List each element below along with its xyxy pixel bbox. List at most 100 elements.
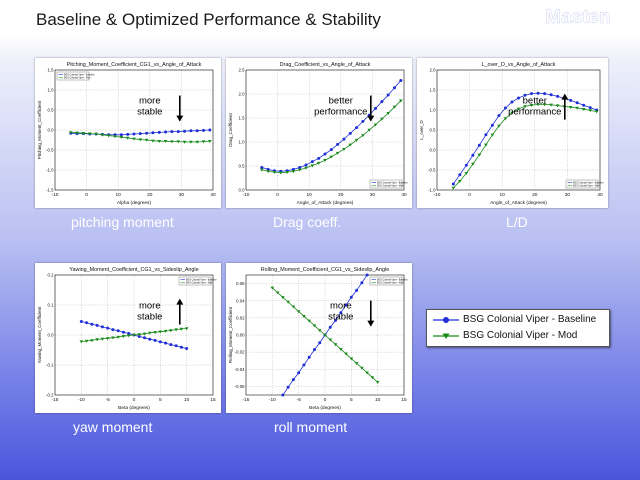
baseline-data-point: [355, 288, 359, 292]
baseline-data-point: [100, 325, 104, 329]
baseline-data-point: [185, 347, 189, 350]
baseline-data-point: [148, 337, 152, 341]
baseline-data-point: [336, 142, 340, 146]
baseline-data-point: [575, 101, 579, 105]
baseline-data-point: [297, 371, 301, 375]
mod-data-point: [90, 339, 94, 343]
baseline-data-point: [365, 273, 369, 277]
x-tick-label: -5: [106, 397, 111, 403]
mod-data-point: [184, 327, 189, 331]
annotation-text: performance: [314, 107, 367, 118]
arrow-up-icon: [561, 93, 569, 100]
ld-chart: L_over_D_vs_Angle_of_Attack -10 0 10 20 30 40 -…: [419, 62, 604, 206]
y-tick-label: -1.0: [428, 188, 436, 193]
baseline-data-point: [349, 295, 353, 299]
mod-data-point: [163, 329, 168, 333]
baseline-data-point: [302, 363, 306, 367]
baseline-data-point: [374, 106, 378, 110]
mod-data-point: [304, 166, 308, 170]
plot-frame: [245, 274, 405, 396]
y-tick-label: 0.0: [48, 333, 55, 338]
y-tick-label: -0.04: [235, 367, 245, 372]
series-legend: BSG Colonial Viper - Baseline BSG Coloni…: [426, 309, 610, 347]
y-axis-label: Pitching_Moment_Coefficient: [37, 100, 42, 159]
logo-subtitle: SPACE SYSTEMS: [551, 28, 606, 34]
x-tick-label: 15: [401, 397, 407, 403]
caption-roll-moment: roll moment: [274, 419, 348, 435]
x-tick-label: -10: [269, 397, 276, 403]
mod-data-point: [323, 333, 327, 337]
y-tick-label: 2.0: [430, 68, 437, 73]
mod-data-point: [536, 103, 540, 107]
y-tick-label: 0.00: [236, 333, 245, 338]
mod-data-point: [260, 168, 264, 172]
x-axis-label: Alpha (degrees): [117, 200, 152, 206]
annotation-text: performance: [508, 107, 561, 118]
baseline-data-point: [106, 326, 110, 330]
mod-data-point: [144, 138, 149, 142]
slide-title: Baseline & Optimized Performance & Stabi…: [36, 10, 381, 29]
mod-data-point: [339, 347, 343, 351]
y-tick-label: 1.0: [48, 88, 55, 93]
y-tick-label: 0.04: [236, 298, 245, 303]
baseline-data-point: [291, 378, 295, 382]
y-axis-label: L_over_D: [419, 119, 424, 139]
baseline-data-point: [380, 100, 384, 104]
mod-data-point: [266, 170, 270, 174]
y-tick-label: 1.0: [430, 108, 437, 113]
y-axis-label: Drag_Coefficient: [228, 113, 233, 147]
x-tick-label: 5: [350, 397, 353, 403]
mod-data-point: [380, 117, 384, 121]
plot-frame: [54, 274, 214, 396]
baseline-data-point: [127, 332, 131, 335]
baseline-data-point: [497, 114, 501, 118]
x-tick-label: 40: [401, 192, 407, 198]
baseline-data-point: [471, 153, 475, 157]
mod-data-point: [121, 335, 126, 338]
y-tick-label: -1.0: [46, 168, 54, 173]
mod-data-point: [69, 131, 73, 135]
mod-data-point: [329, 155, 334, 159]
mini-legend-label: BSG Colonial Viper - Mod: [377, 185, 404, 188]
x-axis-label: Beta (degrees): [118, 405, 150, 411]
baseline-data-point: [281, 393, 285, 397]
y-tick-label: 0.2: [48, 273, 55, 278]
drag-chart-panel: Drag_Coefficient_vs_Angle_of_Attack -10 0 1…: [226, 58, 412, 208]
legend-label-baseline: BSG Colonial Viper - Baseline: [463, 314, 597, 325]
mod-data-point: [490, 133, 495, 137]
baseline-data-point: [164, 341, 168, 345]
x-tick-label: -10: [78, 397, 85, 403]
mod-data-point: [392, 105, 397, 109]
x-tick-label: 10: [184, 397, 190, 403]
baseline-data-point: [451, 182, 455, 186]
baseline-data-point: [304, 163, 308, 167]
baseline-data-point: [85, 321, 89, 325]
baseline-data-point: [260, 165, 264, 169]
baseline-data-point: [158, 340, 162, 344]
baseline-data-point: [157, 130, 161, 134]
mod-data-point: [208, 140, 212, 143]
baseline-data-point: [490, 123, 494, 127]
baseline-data-point: [361, 119, 365, 123]
mini-legend-label: BSG Colonial Viper - Mod: [377, 282, 404, 285]
circle-marker-icon: [433, 317, 459, 323]
arrow-down-icon: [176, 115, 184, 122]
x-tick-label: 20: [147, 192, 153, 198]
baseline-data-point: [111, 328, 115, 332]
mod-data-point: [588, 109, 593, 113]
x-tick-label: 10: [500, 192, 506, 198]
baseline-data-point: [312, 348, 316, 352]
mod-data-point: [594, 110, 599, 114]
baseline-data-point: [132, 132, 136, 136]
mod-data-point: [176, 140, 181, 144]
roll-chart: Rolling_Moment_Coefficient_CG1_vs_Sidesl…: [228, 267, 408, 411]
pitch-chart-panel: Pitching_Moment_Coefficient_CG1_vs_Angle…: [35, 58, 221, 208]
baseline-data-point: [510, 100, 514, 104]
chart-title: Pitching_Moment_Coefficient_CG1_vs_Angle…: [67, 62, 202, 68]
y-tick-label: -0.06: [235, 384, 245, 389]
y-axis-label: Rolling_Moment_Coefficient: [228, 306, 233, 363]
chart-title: L_over_D_vs_Angle_of_Attack: [481, 62, 555, 68]
mod-data-point: [157, 140, 162, 143]
mod-data-point: [361, 134, 365, 138]
baseline-data-point: [79, 320, 83, 323]
